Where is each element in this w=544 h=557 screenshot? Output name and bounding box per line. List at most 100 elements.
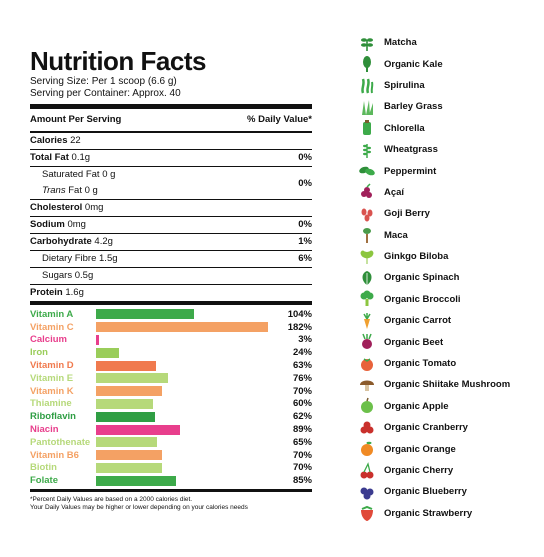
total-fat-row: Total Fat 0.1g 0% (30, 150, 312, 167)
vitamin-bar (96, 424, 181, 435)
ingredient-label: Organic Shiitake Mushroom (384, 379, 511, 391)
vitamin-bar-track (96, 373, 268, 384)
saturated-fat-label: Saturated Fat (42, 169, 100, 180)
carbohydrate-row: Carbohydrate 4.2g 1% (30, 234, 312, 251)
thick-divider-protein (30, 301, 312, 305)
thick-divider (30, 104, 312, 109)
vitamin-bar-track (96, 411, 268, 422)
beet-icon (358, 333, 376, 351)
trans-fat-label: Fat (68, 185, 82, 196)
vitamin-row: Folate 85% (30, 474, 312, 487)
vitamin-bars: Vitamin A 104% Vitamin C 182% Calcium 3% Iron 2… (30, 305, 312, 487)
protein-label: Protein (30, 287, 63, 298)
fibre-amount: 1.5g (99, 253, 118, 264)
ingredient-item: Organic Blueberry (358, 481, 538, 502)
vitamin-pct: 24% (292, 347, 312, 359)
sugars-label: Sugars (42, 270, 73, 281)
vitamin-bar-track (96, 347, 268, 358)
ingredient-label: Goji Berry (384, 208, 430, 220)
vitamin-bar (96, 462, 163, 473)
ingredient-item: Organic Spinach (358, 267, 538, 288)
vitamin-pct: 182% (287, 321, 312, 333)
vitamin-row: Calcium 3% (30, 334, 312, 347)
strawberry-icon (358, 504, 376, 522)
ingredient-item: Spirulina (358, 75, 538, 96)
mushroom-icon (358, 376, 376, 394)
vitamin-pct: 89% (292, 424, 312, 436)
vitamin-bar-track (96, 437, 268, 448)
ingredient-label: Chlorella (384, 122, 425, 134)
nutrition-facts-panel: Nutrition Facts Serving Size: Per 1 scoo… (30, 48, 312, 512)
vitamin-bar (96, 475, 177, 486)
ingredient-label: Organic Carrot (384, 315, 452, 327)
vitamin-name: Vitamin A (30, 308, 74, 320)
cholesterol-label: Cholesterol (30, 202, 83, 213)
ingredient-label: Ginkgo Biloba (384, 251, 449, 263)
vitamin-name: Folate (30, 475, 58, 487)
sodium-label: Sodium (30, 219, 65, 230)
vitamin-name: Riboflavin (30, 411, 76, 423)
vitamin-name: Vitamin C (30, 321, 74, 333)
vitamin-bar-track (96, 424, 268, 435)
vitamin-name: Pantothenate (30, 436, 91, 448)
vitamin-row: Thiamine 60% (30, 398, 312, 411)
vitamin-bar-track (96, 462, 268, 473)
broccoli-icon (358, 290, 376, 308)
vitamin-pct: 70% (292, 462, 312, 474)
vitamin-pct: 70% (292, 449, 312, 461)
ingredient-item: Barley Grass (358, 96, 538, 117)
ingredient-label: Organic Cherry (384, 465, 454, 476)
saturated-fat-amount: 0 g (102, 169, 116, 180)
ingredient-label: Organic Tomato (384, 358, 457, 370)
ingredient-label: Wheatgrass (384, 144, 438, 156)
goji-berry-icon (358, 205, 376, 223)
nutrition-title: Nutrition Facts (30, 46, 206, 76)
leaf-sprig-icon (358, 34, 376, 52)
vitamin-row: Biotin 70% (30, 462, 312, 475)
vitamin-name: Vitamin K (30, 385, 74, 397)
calories-label: Calories (30, 135, 68, 146)
vitamin-bar-track (96, 386, 268, 397)
vitamin-pct: 104% (287, 308, 312, 320)
vitamin-row: Vitamin C 182% (30, 321, 312, 334)
vitamin-row: Pantothenate 65% (30, 436, 312, 449)
total-fat-amount: 0.1g (71, 152, 91, 163)
calories-row: Calories 22 (30, 133, 312, 150)
fibre-dv: 6% (298, 253, 312, 264)
ingredient-item: Organic Orange (358, 438, 538, 459)
vitamin-bar-track (96, 450, 268, 461)
carrot-icon (358, 312, 376, 330)
vitamin-bar (96, 450, 163, 461)
ingredient-item: Ginkgo Biloba (358, 246, 538, 267)
ingredient-label: Organic Spinach (384, 272, 460, 284)
vitamin-pct: 76% (292, 372, 312, 384)
vitamin-bar-track (96, 398, 268, 409)
vitamin-pct: 60% (292, 398, 312, 410)
tomato-icon (358, 355, 376, 373)
footnote-2: Your Daily Values may be higher or lower… (30, 504, 248, 512)
vitamin-row: Vitamin D 63% (30, 359, 312, 372)
sodium-row: Sodium 0mg 0% (30, 217, 312, 234)
ingredient-item: Organic Carrot (358, 310, 538, 331)
vitamin-pct: 70% (292, 385, 312, 397)
vitamin-bar (96, 322, 268, 333)
ginkgo-leaf-icon (358, 248, 376, 266)
carbohydrate-dv: 1% (298, 236, 312, 247)
ingredient-item: Organic Shiitake Mushroom (358, 374, 538, 395)
maca-root-icon (358, 226, 376, 244)
apple-icon (358, 397, 376, 415)
vitamin-bar (96, 398, 153, 409)
vitamin-row: Vitamin K 70% (30, 385, 312, 398)
protein-row: Protein 1.6g (30, 285, 312, 301)
ingredient-item: Organic Strawberry (358, 503, 538, 524)
vitamin-bar-track (96, 322, 268, 333)
saturated-fat-row: Saturated Fat 0 g (42, 167, 115, 183)
ingredient-label: Açaí (384, 186, 405, 198)
ingredient-item: Organic Broccoli (358, 289, 538, 310)
chlorella-icon (358, 119, 376, 137)
servings-per-container: Serving per Container: Approx. 40 (30, 88, 181, 99)
vitamin-bar (96, 437, 158, 448)
sodium-amount: 0mg (67, 219, 86, 230)
vitamin-pct: 63% (292, 360, 312, 372)
ingredient-label: Organic Broccoli (384, 293, 461, 305)
